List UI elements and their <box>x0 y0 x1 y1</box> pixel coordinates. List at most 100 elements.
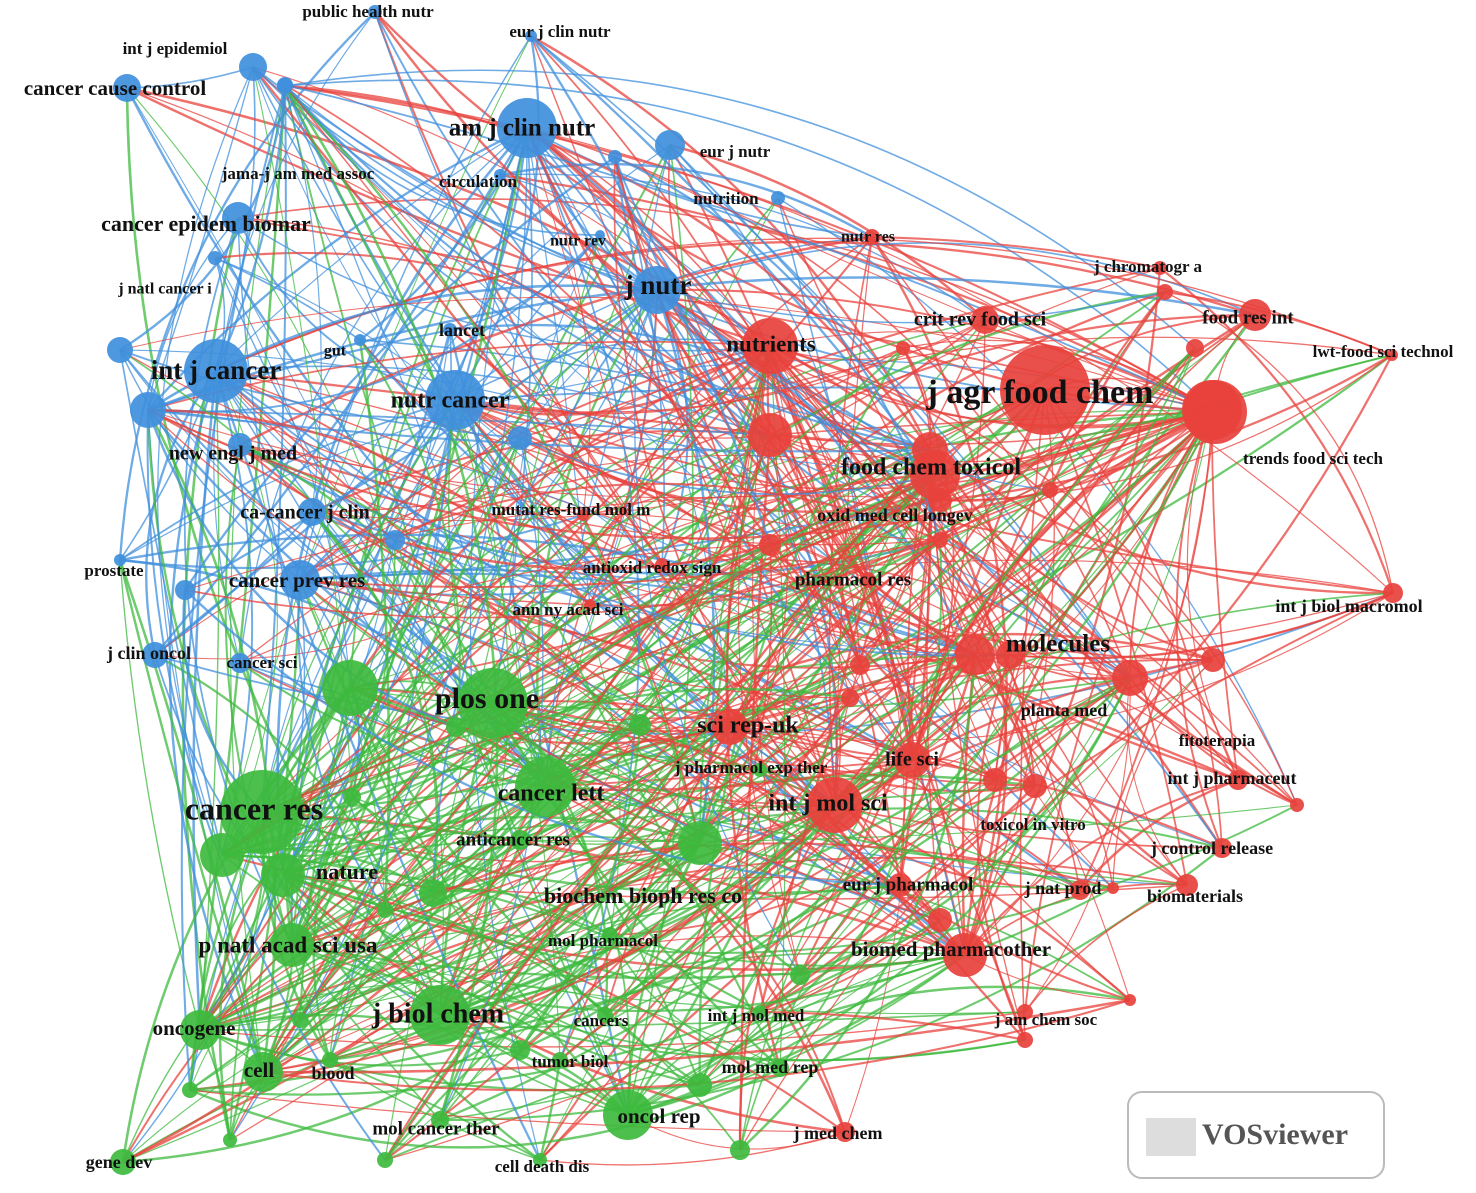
edge <box>299 726 731 1021</box>
node <box>759 534 781 556</box>
node <box>277 78 293 94</box>
edge <box>221 853 761 1013</box>
edge <box>994 409 1213 781</box>
edge <box>974 654 1188 886</box>
node <box>1153 261 1167 275</box>
node <box>896 341 910 355</box>
edge <box>119 349 301 581</box>
edge <box>929 449 1394 595</box>
node-label: j control release <box>1150 838 1273 858</box>
edge <box>1112 659 1214 889</box>
edge <box>351 434 771 798</box>
edge <box>199 842 701 1032</box>
node-label: p natl acad sci usa <box>199 932 378 957</box>
node <box>1042 482 1058 498</box>
node <box>1201 648 1225 672</box>
node-label: oncogene <box>153 1016 236 1040</box>
edge <box>284 84 781 1069</box>
edge <box>432 842 1114 894</box>
node-label: anticancer res <box>456 829 570 850</box>
node-label: cell death dis <box>495 1157 590 1176</box>
edge <box>351 796 966 967</box>
edge <box>291 696 851 947</box>
edge <box>126 87 996 781</box>
edge <box>519 804 1298 843</box>
edge <box>769 345 905 1133</box>
node <box>753 1005 767 1019</box>
edge <box>538 1059 562 1161</box>
edge <box>282 437 521 876</box>
node-label: public health nutr <box>302 2 434 21</box>
edge <box>544 289 658 788</box>
edge <box>299 345 771 581</box>
node-label: j chromatogr a <box>1093 257 1202 276</box>
node-label: planta med <box>1021 700 1108 720</box>
node <box>180 1010 220 1050</box>
edge <box>121 687 351 1163</box>
edge <box>1211 409 1239 781</box>
node-label: tumor biol <box>532 1052 609 1071</box>
node <box>943 933 987 977</box>
edge <box>769 434 1298 806</box>
logo-text: VOSviewer <box>1202 1118 1348 1151</box>
edge <box>147 217 239 411</box>
edge <box>276 127 528 876</box>
node-label: gene dev <box>86 1152 153 1172</box>
edge <box>499 173 986 321</box>
node <box>860 572 876 588</box>
node <box>712 709 748 745</box>
edge <box>299 579 386 911</box>
node-label: j nutr <box>624 270 692 300</box>
node <box>910 450 960 500</box>
node <box>377 902 393 918</box>
node-label: mol pharmacol <box>548 931 658 950</box>
node-label: int j pharmaceut <box>1168 768 1297 788</box>
edge <box>199 539 396 1031</box>
edge <box>184 495 941 591</box>
edge <box>669 143 986 321</box>
edge <box>536 289 658 788</box>
node <box>497 98 557 158</box>
edge <box>312 796 354 1061</box>
node <box>748 413 792 457</box>
node <box>322 1052 338 1068</box>
edge <box>189 1066 781 1149</box>
edge <box>939 539 1239 781</box>
edge <box>199 1029 521 1067</box>
node <box>243 1052 283 1092</box>
edge <box>291 887 1114 1013</box>
node <box>888 873 912 897</box>
node <box>678 821 722 865</box>
edge <box>614 156 936 476</box>
node-label: int j epidemiol <box>123 39 228 58</box>
edge <box>282 687 851 876</box>
node-label: eur j nutr <box>700 142 771 161</box>
node-label: biochem bioph res co <box>544 883 742 908</box>
node <box>270 923 314 967</box>
node <box>996 641 1024 669</box>
edge <box>189 544 771 1091</box>
edge <box>519 345 771 439</box>
node <box>419 879 447 907</box>
node-label: oxid med cell longev <box>817 505 973 525</box>
edge <box>283 84 499 1121</box>
edge <box>239 544 771 664</box>
edge <box>299 345 771 1021</box>
node-label: circulation <box>439 172 518 191</box>
node-label: toxicol in vitro <box>980 815 1085 834</box>
node <box>368 5 382 19</box>
edge <box>252 66 771 546</box>
edge <box>439 411 1217 1122</box>
edge <box>221 474 936 856</box>
edge <box>526 127 663 566</box>
edge <box>454 399 936 476</box>
edge <box>544 786 701 1086</box>
edge <box>359 339 931 451</box>
node-label: mol cancer ther <box>372 1118 500 1139</box>
node <box>208 251 222 265</box>
edge <box>291 489 1051 946</box>
edge <box>499 174 771 347</box>
edge <box>284 84 913 761</box>
edge <box>284 69 1196 349</box>
edge <box>299 289 658 581</box>
